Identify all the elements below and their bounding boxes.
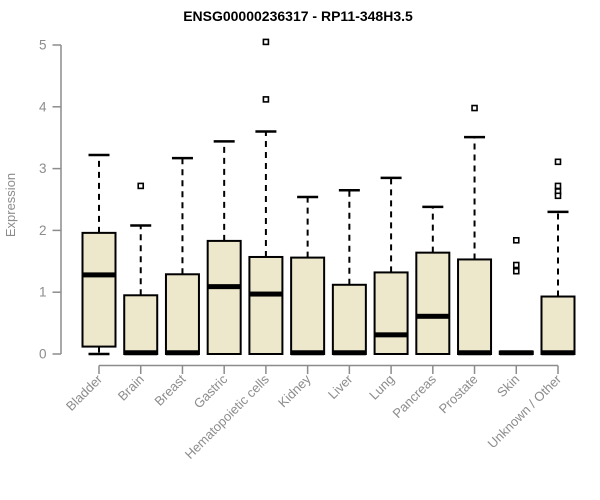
x-axis-label-bladder: Bladder [63,371,106,414]
median-line-lung [374,332,408,338]
median-line-gastric [207,284,241,290]
x-axis-label-brain: Brain [115,372,147,404]
x-axis-label-liver: Liver [325,371,356,402]
median-line-kidney [291,350,325,356]
median-line-bladder [82,272,116,278]
box-liver [331,283,367,355]
median-line-liver [332,350,366,356]
outlier-point-unknown-other [554,192,562,200]
x-axis-label-breast: Breast [151,371,188,408]
x-axis-label-pancreas: Pancreas [389,371,439,421]
box-pancreas [415,251,451,355]
y-axis-tick-label: 5 [39,38,47,53]
y-axis-tick-label: 0 [39,347,47,362]
x-axis-label-prostate: Prostate [436,372,481,417]
x-axis-label-unknown-other: Unknown / Other [485,371,565,451]
x-axis-label-gastric: Gastric [191,371,231,411]
outlier-point-skin [512,236,520,244]
outlier-point-skin [512,267,520,275]
median-line-pancreas [416,313,450,319]
median-line-brain [124,350,158,356]
box-bladder [81,231,117,348]
outlier-point-prostate [471,104,478,112]
box-breast [164,273,200,356]
median-line-breast [165,350,199,356]
median-line-skin [499,350,533,356]
outlier-point-skin [512,261,520,269]
box-hematopoietic-cells [248,255,284,355]
outlier-point-brain [137,182,145,190]
median-line-prostate [458,350,492,356]
y-axis-tick-label: 1 [39,285,47,300]
box-brain [123,294,159,356]
y-axis-title: Expression [3,173,18,237]
outlier-point-unknown-other [554,158,562,166]
x-axis-label-lung: Lung [366,372,397,403]
box-kidney [290,256,326,356]
box-prostate [457,258,493,356]
y-axis-tick-label: 2 [39,223,47,238]
median-line-unknown-other [541,350,575,356]
y-axis-tick-label: 4 [39,99,47,114]
x-axis-label-kidney: Kidney [275,371,314,410]
outlier-point-hematopoietic-cells [262,96,270,103]
outlier-point-unknown-other [554,182,562,190]
x-axis-label-skin: Skin [494,372,522,400]
chart-title: ENSG00000236317 - RP11-348H3.5 [183,8,413,24]
box-gastric [206,239,242,356]
box-unknown-other [540,295,576,355]
y-axis-tick-label: 3 [39,161,47,176]
outlier-point-hematopoietic-cells [262,38,270,46]
box-lung [373,271,409,356]
median-line-hematopoietic-cells [249,291,283,297]
